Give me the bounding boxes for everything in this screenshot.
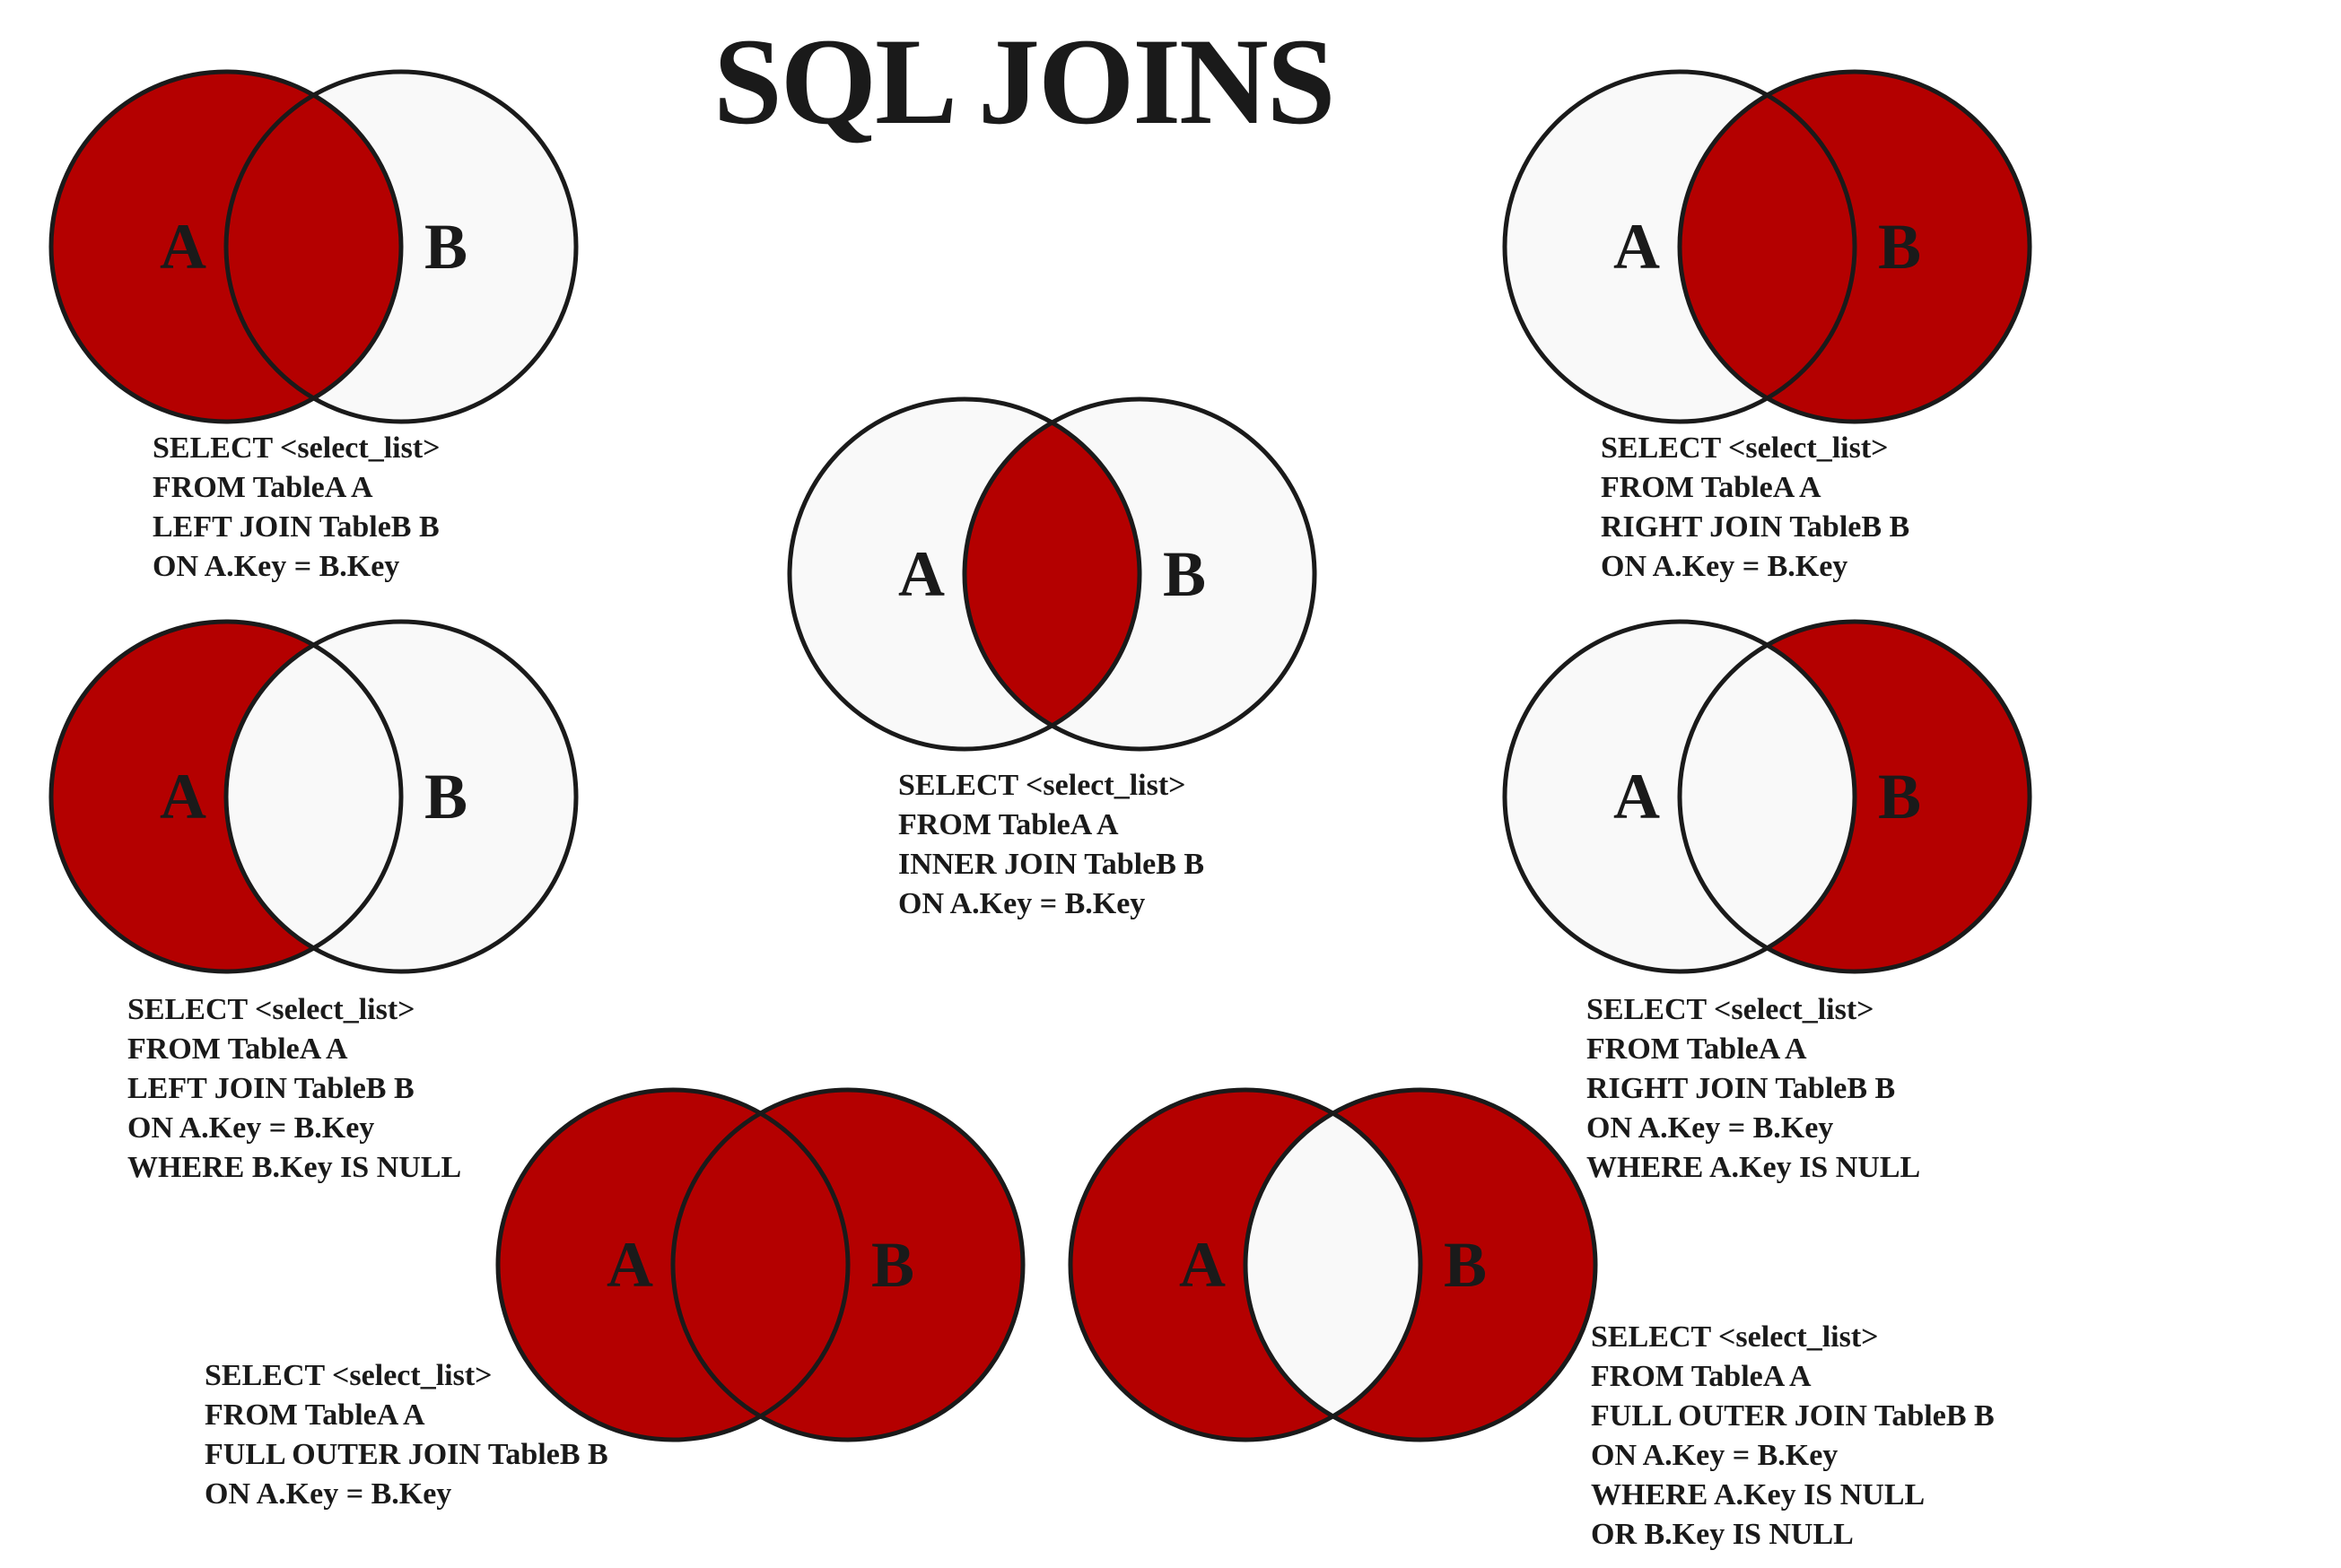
sql-line: RIGHT JOIN TableB B bbox=[1586, 1072, 1896, 1105]
circle-b-label: B bbox=[1444, 1229, 1487, 1301]
sql-line: WHERE B.Key IS NULL bbox=[127, 1151, 462, 1184]
sql-left-excluding-join: SELECT <select_list> FROM TableA A LEFT … bbox=[127, 990, 461, 1188]
circle-b-label: B bbox=[1878, 211, 1921, 283]
region-intersection bbox=[965, 422, 1140, 726]
page-title: SQL JOINS bbox=[713, 13, 1335, 150]
circle-a-outline bbox=[48, 69, 404, 424]
sql-line: ON A.Key = B.Key bbox=[127, 1111, 375, 1145]
sql-line: WHERE A.Key IS NULL bbox=[1591, 1478, 1926, 1511]
circle-a-outline bbox=[787, 396, 1142, 752]
sql-line: ON A.Key = B.Key bbox=[1591, 1439, 1839, 1472]
sql-right-excluding-join: SELECT <select_list> FROM TableA A RIGHT… bbox=[1586, 990, 1920, 1188]
sql-line: SELECT <select_list> bbox=[1591, 1320, 1879, 1354]
sql-line: FULL OUTER JOIN TableB B bbox=[1591, 1399, 1995, 1433]
circle-a-outline bbox=[1068, 1087, 1423, 1442]
sql-line: SELECT <select_list> bbox=[153, 431, 441, 465]
sql-line: FROM TableA A bbox=[1601, 471, 1821, 504]
region-intersection bbox=[226, 95, 401, 398]
circle-b-label: B bbox=[1878, 761, 1921, 832]
sql-line: FROM TableA A bbox=[1586, 1032, 1807, 1066]
circle-b-outline bbox=[962, 396, 1317, 752]
sql-line: FROM TableA A bbox=[205, 1398, 425, 1432]
region-intersection bbox=[673, 1113, 848, 1416]
circle-b-outline bbox=[1677, 69, 2032, 424]
circle-a-label: A bbox=[160, 211, 206, 283]
circle-b-label: B bbox=[1163, 538, 1206, 610]
circle-a-label: A bbox=[1179, 1229, 1226, 1301]
circle-b-outline bbox=[223, 619, 579, 974]
sql-line: ON A.Key = B.Key bbox=[898, 887, 1146, 920]
circle-a-outline bbox=[495, 1087, 851, 1442]
sql-line: SELECT <select_list> bbox=[898, 769, 1186, 802]
sql-left-join: SELECT <select_list> FROM TableA A LEFT … bbox=[153, 429, 441, 587]
circle-a-outline bbox=[1502, 619, 1857, 974]
sql-full-outer-join: SELECT <select_list> FROM TableA A FULL … bbox=[205, 1356, 608, 1514]
sql-line: FROM TableA A bbox=[1591, 1360, 1812, 1393]
circle-b-label: B bbox=[424, 761, 467, 832]
region-intersection bbox=[1245, 1113, 1420, 1416]
circle-a-outline bbox=[1502, 69, 1857, 424]
sql-line: LEFT JOIN TableB B bbox=[153, 510, 440, 544]
circle-b-outline bbox=[670, 1087, 1026, 1442]
circle-b-outline bbox=[1677, 619, 2032, 974]
sql-line: SELECT <select_list> bbox=[1586, 993, 1874, 1026]
circle-a-label: A bbox=[607, 1229, 653, 1301]
sql-line: ON A.Key = B.Key bbox=[1601, 550, 1848, 583]
sql-line: ON A.Key = B.Key bbox=[205, 1477, 452, 1511]
sql-right-join: SELECT <select_list> FROM TableA A RIGHT… bbox=[1601, 429, 1909, 587]
sql-full-outer-excluding-join: SELECT <select_list> FROM TableA A FULL … bbox=[1591, 1318, 1995, 1555]
circle-a-outline bbox=[48, 619, 404, 974]
circle-a-label: A bbox=[1613, 211, 1660, 283]
region-intersection bbox=[1680, 645, 1855, 948]
sql-line: INNER JOIN TableB B bbox=[898, 848, 1205, 881]
sql-line: SELECT <select_list> bbox=[1601, 431, 1889, 465]
sql-line: ON A.Key = B.Key bbox=[153, 550, 400, 583]
sql-line: LEFT JOIN TableB B bbox=[127, 1072, 415, 1105]
circle-a-label: A bbox=[1613, 761, 1660, 832]
sql-line: SELECT <select_list> bbox=[127, 993, 415, 1026]
sql-line: FROM TableA A bbox=[127, 1032, 348, 1066]
sql-inner-join: SELECT <select_list> FROM TableA A INNER… bbox=[898, 766, 1204, 924]
region-intersection bbox=[226, 645, 401, 948]
sql-line: ON A.Key = B.Key bbox=[1586, 1111, 1834, 1145]
sql-line: OR B.Key IS NULL bbox=[1591, 1518, 1854, 1551]
sql-line: FULL OUTER JOIN TableB B bbox=[205, 1438, 608, 1471]
circle-a-label: A bbox=[898, 538, 945, 610]
sql-line: FROM TableA A bbox=[153, 471, 373, 504]
region-intersection bbox=[1680, 95, 1855, 398]
circle-b-outline bbox=[1243, 1087, 1598, 1442]
sql-line: SELECT <select_list> bbox=[205, 1359, 493, 1392]
sql-line: FROM TableA A bbox=[898, 808, 1119, 841]
sql-line: WHERE A.Key IS NULL bbox=[1586, 1151, 1921, 1184]
circle-b-label: B bbox=[424, 211, 467, 283]
sql-line: RIGHT JOIN TableB B bbox=[1601, 510, 1910, 544]
circle-a-label: A bbox=[160, 761, 206, 832]
circle-b-outline bbox=[223, 69, 579, 424]
circle-b-label: B bbox=[871, 1229, 914, 1301]
